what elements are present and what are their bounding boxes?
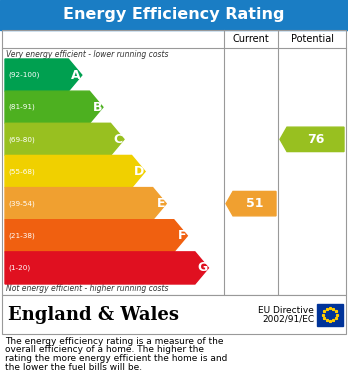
Text: C: C	[114, 133, 123, 146]
Polygon shape	[5, 156, 145, 188]
Bar	[0, 0, 348, 30]
Text: Potential: Potential	[291, 34, 333, 44]
Bar	[317, 303, 343, 325]
Text: (39-54): (39-54)	[8, 201, 35, 207]
Polygon shape	[5, 123, 124, 156]
Text: England & Wales: England & Wales	[8, 305, 179, 323]
Text: E: E	[157, 197, 165, 210]
Text: Not energy efficient - higher running costs: Not energy efficient - higher running co…	[6, 284, 168, 293]
Polygon shape	[226, 192, 276, 216]
Text: Current: Current	[232, 34, 269, 44]
Polygon shape	[5, 188, 166, 220]
Polygon shape	[5, 220, 187, 252]
Text: Very energy efficient - lower running costs: Very energy efficient - lower running co…	[6, 50, 168, 59]
Text: G: G	[197, 262, 207, 274]
Text: rating the more energy efficient the home is and: rating the more energy efficient the hom…	[5, 354, 227, 363]
Text: (21-38): (21-38)	[8, 233, 35, 239]
Polygon shape	[5, 252, 208, 284]
Bar	[2, 295, 346, 334]
Text: the lower the fuel bills will be.: the lower the fuel bills will be.	[5, 362, 142, 371]
Text: (55-68): (55-68)	[8, 168, 35, 175]
Text: 51: 51	[246, 197, 263, 210]
Text: overall efficiency of a home. The higher the: overall efficiency of a home. The higher…	[5, 346, 204, 355]
Bar	[2, 30, 346, 295]
Text: (1-20): (1-20)	[8, 265, 30, 271]
Text: (69-80): (69-80)	[8, 136, 35, 143]
Text: Energy Efficiency Rating: Energy Efficiency Rating	[63, 7, 285, 23]
Text: EU Directive: EU Directive	[258, 306, 314, 315]
Text: (92-100): (92-100)	[8, 72, 39, 78]
Text: (81-91): (81-91)	[8, 104, 35, 111]
Polygon shape	[5, 91, 103, 123]
Text: 2002/91/EC: 2002/91/EC	[262, 314, 314, 323]
Text: A: A	[71, 68, 81, 82]
Polygon shape	[280, 127, 344, 152]
Text: 76: 76	[307, 133, 324, 146]
Text: F: F	[178, 229, 186, 242]
Text: B: B	[93, 101, 102, 114]
Text: The energy efficiency rating is a measure of the: The energy efficiency rating is a measur…	[5, 337, 223, 346]
Polygon shape	[5, 59, 82, 91]
Text: D: D	[134, 165, 144, 178]
